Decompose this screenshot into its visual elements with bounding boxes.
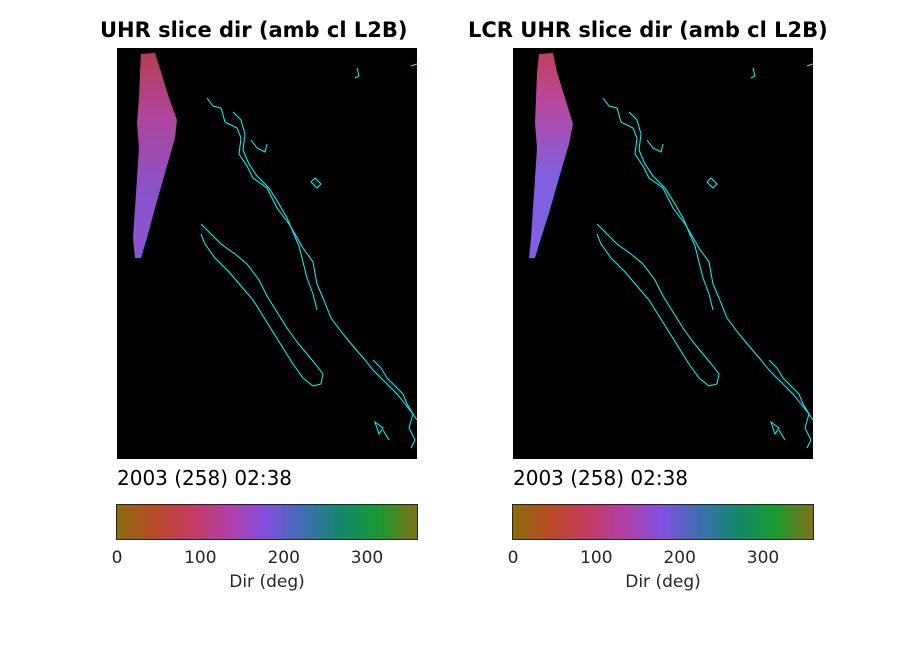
left-colorbar-label: Dir (deg) xyxy=(229,572,305,592)
right-timestamp: 2003 (258) 02:38 xyxy=(513,466,689,490)
data-swath xyxy=(133,53,177,258)
left-colorbar-tick-0: 0 xyxy=(111,548,123,568)
right-colorbar-tick-300: 300 xyxy=(746,548,780,568)
right-colorbar xyxy=(512,504,814,540)
right-map-canvas xyxy=(529,53,813,449)
left-panel-title: UHR slice dir (amb cl L2B) xyxy=(100,18,408,42)
right-colorbar-label: Dir (deg) xyxy=(625,572,701,592)
left-colorbar xyxy=(116,504,418,540)
left-timestamp: 2003 (258) 02:38 xyxy=(117,466,293,490)
left-map-canvas xyxy=(133,53,417,449)
left-colorbar-tick-200: 200 xyxy=(267,548,300,568)
left-colorbar-tick-300: 300 xyxy=(350,548,384,568)
coastline xyxy=(596,63,813,449)
left-map xyxy=(117,48,417,459)
right-colorbar-tick-200: 200 xyxy=(663,548,696,568)
data-swath xyxy=(529,53,573,258)
right-panel-title: LCR UHR slice dir (amb cl L2B) xyxy=(468,18,828,42)
coastline xyxy=(200,63,417,449)
right-colorbar-tick-100: 100 xyxy=(580,548,613,568)
left-colorbar-tick-100: 100 xyxy=(184,548,217,568)
right-colorbar-tick-0: 0 xyxy=(507,548,519,568)
right-map xyxy=(513,48,813,459)
